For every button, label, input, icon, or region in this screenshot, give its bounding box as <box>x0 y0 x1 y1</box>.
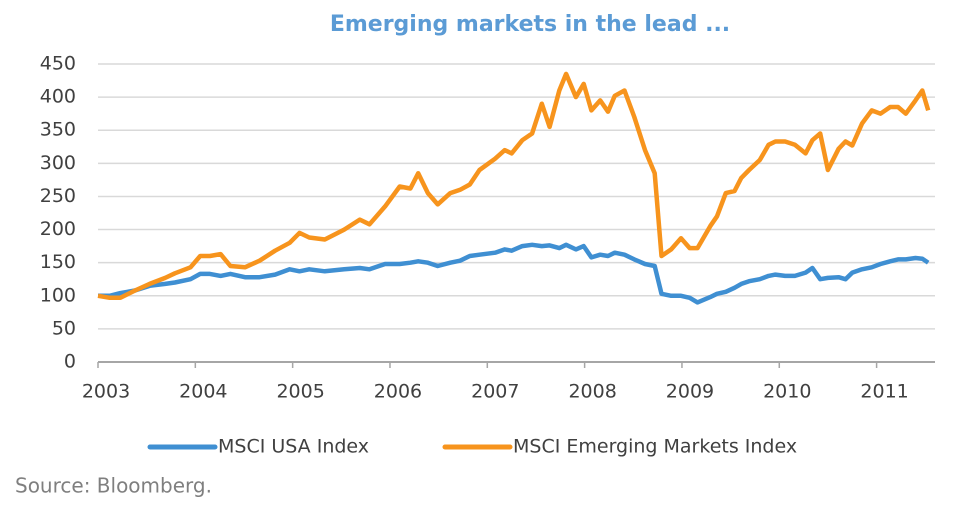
chart-title: Emerging markets in the lead ... <box>330 12 730 37</box>
x-tick-label: 2008 <box>568 381 616 403</box>
x-tick-label: 2004 <box>179 381 227 403</box>
y-tick-label: 400 <box>40 86 76 108</box>
y-tick-label: 200 <box>40 218 76 240</box>
y-tick-label: 100 <box>40 284 76 306</box>
y-tick-label: 300 <box>40 152 76 174</box>
y-tick-label: 250 <box>40 185 76 207</box>
x-tick-label: 2005 <box>276 381 324 403</box>
y-tick-label: 450 <box>40 53 76 75</box>
legend-label: MSCI Emerging Markets Index <box>513 436 797 458</box>
series-line <box>98 242 930 305</box>
y-tick-label: 0 <box>64 351 76 373</box>
series-line <box>97 71 931 301</box>
y-tick-label: 50 <box>52 317 76 339</box>
y-tick-label: 350 <box>40 119 76 141</box>
x-tick-label: 2011 <box>860 381 908 403</box>
x-tick-label: 2010 <box>763 381 811 403</box>
legend-label: MSCI USA Index <box>218 436 369 458</box>
x-tick-label: 2007 <box>471 381 519 403</box>
x-tick-label: 2006 <box>374 381 422 403</box>
x-tick-label: 2009 <box>666 381 714 403</box>
source-note: Source: Bloomberg. <box>15 474 212 498</box>
x-tick-label: 2003 <box>82 381 130 403</box>
y-tick-label: 150 <box>40 251 76 273</box>
